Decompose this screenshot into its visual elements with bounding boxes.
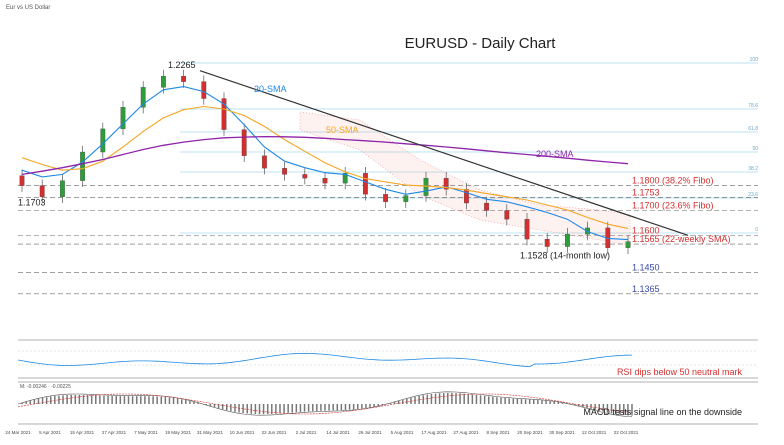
sma-line-2 <box>21 135 629 176</box>
macd-annotation: MACD tests signal line on the downside <box>583 407 742 417</box>
price-annotation-2: 1.1528 (14-month low) <box>520 250 610 260</box>
candle-body-25 <box>524 219 530 240</box>
x-tick-label-12: 5 Aug 2021 <box>391 430 414 435</box>
candle-body-11 <box>241 129 247 156</box>
candle-body-4 <box>100 128 106 153</box>
x-tick-label-3: 27 Apr 2021 <box>102 430 127 435</box>
candle-body-24 <box>504 210 510 220</box>
x-tick-label-10: 14 Jul 2021 <box>326 430 350 435</box>
x-tick-label-9: 2 Jul 2021 <box>296 430 317 435</box>
key-level-label-2: 1.1700 (23.6% Fibo) <box>632 200 714 210</box>
candle-body-19 <box>403 195 409 202</box>
fibo-label-23.6: 23.6 <box>748 192 758 198</box>
fibo-label-0: 0 <box>755 227 758 233</box>
key-level-label-1: 1.1753 <box>632 187 660 197</box>
x-tick-label-11: 26 Jul 2021 <box>358 430 382 435</box>
key-level-label-0: 1.1800 (38.2% Fibo) <box>632 176 714 186</box>
x-tick-label-6: 31 May 2021 <box>197 430 224 435</box>
fibo-label-61.8: 61.8 <box>748 126 758 132</box>
key-level-label-6: 1.1365 <box>632 284 660 294</box>
fibo-label-50: 50 <box>752 146 758 152</box>
price-annotation-1: 1.1703 <box>18 198 46 208</box>
macd-header: M: -0.00246 · -0.00225 <box>20 384 71 390</box>
fibo-label-100: 100 <box>750 57 759 63</box>
candle-body-1 <box>39 185 45 197</box>
candle-body-7 <box>160 75 166 88</box>
fibo-label-38.2: 38.2 <box>748 166 758 172</box>
x-tick-label-18: 12 Oct 2021 <box>582 430 607 435</box>
macd-line <box>17 391 633 417</box>
x-tick-label-4: 7 May 2021 <box>134 430 158 435</box>
x-tick-label-7: 10 Jun 2021 <box>230 430 255 435</box>
x-tick-label-1: 5 Apr 2021 <box>39 430 61 435</box>
x-axis-tick-labels: 24 Mar 2021 5 Apr 2021 15 Apr 2021 27 Apr 2… <box>5 430 638 435</box>
x-tick-label-16: 20 Sep 2021 <box>517 430 543 435</box>
x-tick-label-14: 27 Aug 2021 <box>453 430 479 435</box>
sma200-label: 200-SMA <box>536 149 574 159</box>
chart-title: EURUSD - Daily Chart <box>405 35 557 52</box>
candlesticks <box>19 69 631 255</box>
x-tick-label-8: 22 Jun 2021 <box>262 430 287 435</box>
rsi-annotation: RSI dips below 50 neutral mark <box>617 367 743 377</box>
candle-body-0 <box>19 175 25 186</box>
candle-body-17 <box>362 173 368 195</box>
candle-body-5 <box>120 107 126 130</box>
sma20-label: 20-SMA <box>254 84 287 94</box>
key-level-labels: 1.1800 (38.2% Fibo)1.1753 1.1700 (23.6% F… <box>632 176 731 294</box>
ichimoku-cloud <box>299 111 631 246</box>
candle-body-26 <box>544 238 550 247</box>
sma-line-1 <box>21 105 629 229</box>
x-tick-label-19: 22 Oct 2021 <box>614 430 639 435</box>
rsi-line <box>17 352 633 368</box>
candle-body-15 <box>322 177 328 184</box>
candle-body-9 <box>201 81 207 99</box>
candle-body-21 <box>443 177 449 190</box>
macd-signal-line <box>17 393 633 415</box>
price-annotation-0: 1.2265 <box>168 60 196 70</box>
candle-body-22 <box>463 189 469 204</box>
candle-body-3 <box>80 151 85 181</box>
fibonacci-levels: 100 78.6 61.8 50 38.2 23.6 0 <box>180 57 759 234</box>
key-level-label-4: 1.1565 (22-weekly SMA) <box>632 234 731 244</box>
moving-averages <box>21 86 629 241</box>
key-level-label-3: 1.1600 <box>632 225 660 235</box>
instrument-label: Eur vs US Dollar <box>6 5 50 11</box>
downtrend-line <box>199 70 689 236</box>
candle-body-10 <box>221 98 227 130</box>
sma-line-0 <box>21 86 629 241</box>
candle-body-30 <box>625 241 631 248</box>
fibo-label-78.6: 78.6 <box>748 103 758 109</box>
macd-panel: M: -0.00246 · -0.00225 MACD tests signal… <box>17 381 758 425</box>
key-level-label-5: 1.1450 <box>632 263 660 273</box>
x-tick-label-17: 30 Sep 2021 <box>549 430 575 435</box>
ichimoku-cloud-area <box>299 111 631 246</box>
candle-body-8 <box>181 75 187 82</box>
candle-body-6 <box>140 87 146 108</box>
candle-body-14 <box>302 174 308 179</box>
candle-body-13 <box>282 168 288 175</box>
candle-body-23 <box>484 202 490 211</box>
x-tick-label-13: 17 Aug 2021 <box>421 430 447 435</box>
candle-body-18 <box>383 194 389 202</box>
candle-body-20 <box>423 177 429 196</box>
rsi-panel: RSI dips below 50 neutral mark <box>17 339 758 379</box>
x-tick-label-5: 19 May 2021 <box>165 430 192 435</box>
candle-body-12 <box>261 155 267 169</box>
candle-body-2 <box>60 180 65 197</box>
x-tick-label-2: 15 Apr 2021 <box>70 430 95 435</box>
price-annotations: 1.2265 1.1703 1.1528 (14-month low) <box>18 60 610 260</box>
sma50-label: 50-SMA <box>326 125 359 135</box>
x-tick-label-15: 8 Sep 2021 <box>486 430 510 435</box>
candle-body-27 <box>565 233 570 247</box>
x-tick-label-0: 24 Mar 2021 <box>5 430 31 435</box>
candle-body-16 <box>342 173 348 184</box>
